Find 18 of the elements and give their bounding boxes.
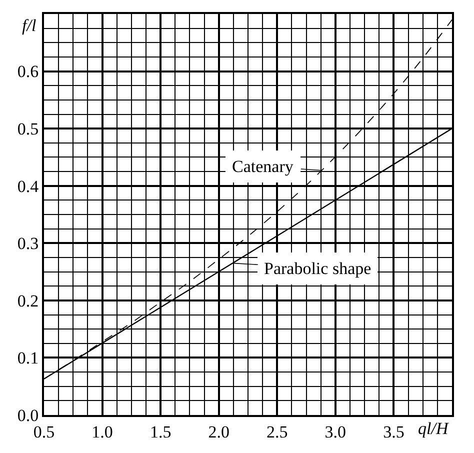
annotation: Parabolic shape [264,259,372,278]
x-tick-label: 0.5 [33,422,55,442]
x-axis-title: ql/H [418,419,450,438]
x-tick-label: 3.0 [324,422,346,442]
x-tick-label: 3.5 [383,422,404,442]
y-axis-title: f/l [22,16,36,35]
annotation: Catenary [232,157,294,176]
y-tick-label: 0.5 [17,120,39,139]
x-tick-label: 2.5 [266,422,288,442]
x-tick-label: 1.0 [92,422,113,442]
y-tick-label: 0.1 [17,348,39,368]
x-tick-label: 1.5 [150,422,172,442]
x-tick-label: 2.0 [208,422,230,442]
y-tick-label: 0.2 [17,291,39,310]
y-tick-label: 0.0 [17,406,39,425]
y-tick-label: 0.3 [17,234,39,254]
y-tick-label: 0.6 [17,62,39,82]
y-tick-label: 0.4 [17,176,40,196]
